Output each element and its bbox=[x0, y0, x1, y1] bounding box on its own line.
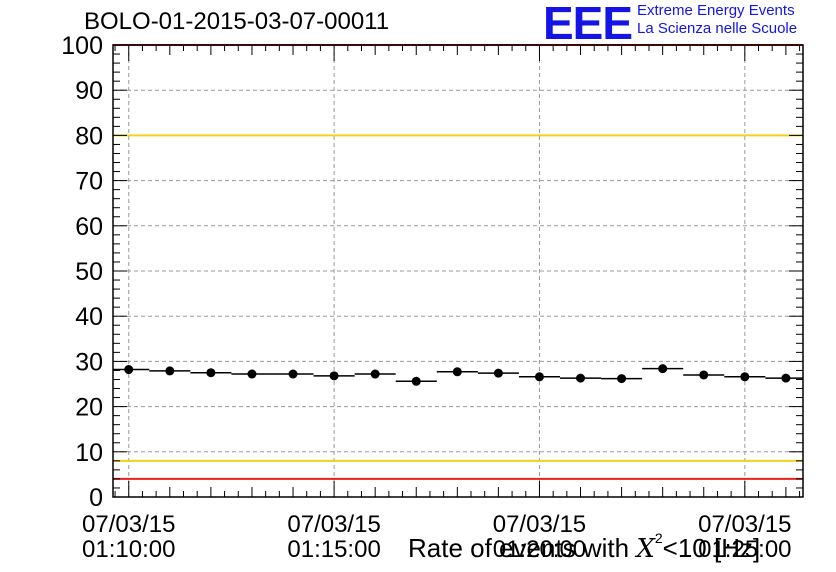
data-point bbox=[493, 368, 503, 378]
data-point bbox=[329, 371, 339, 381]
axis-ticks bbox=[113, 44, 803, 498]
x-axis-title-exponent: 2 bbox=[654, 530, 663, 547]
grid-lines bbox=[113, 45, 803, 497]
y-tick-label: 0 bbox=[89, 484, 103, 512]
y-tick-label: 60 bbox=[75, 213, 103, 241]
data-point bbox=[740, 372, 750, 382]
data-point bbox=[370, 369, 380, 379]
x-tick-label-date: 07/03/15 bbox=[493, 511, 586, 538]
y-tick-label: 40 bbox=[75, 303, 103, 331]
data-point bbox=[576, 373, 586, 383]
data-point bbox=[247, 369, 257, 379]
x-tick-label-date: 07/03/15 bbox=[287, 511, 380, 538]
data-point bbox=[699, 370, 709, 380]
y-tick-label: 90 bbox=[75, 77, 103, 105]
logo-line-2: La Scienza nelle Scuole bbox=[637, 20, 798, 37]
x-axis-title-part-2: <10 [Hz] bbox=[662, 533, 761, 563]
x-tick-label-time: 01:15:00 bbox=[287, 536, 380, 563]
x-tick-label-time: 01:20:00 bbox=[493, 536, 586, 563]
data-series bbox=[113, 364, 803, 386]
data-point bbox=[658, 364, 668, 374]
x-tick-label-time: 01:25:00 bbox=[698, 536, 791, 563]
chart-title: BOLO-01-2015-03-07-00011 bbox=[84, 8, 390, 35]
reference-lines bbox=[113, 44, 803, 480]
data-point bbox=[165, 366, 175, 376]
x-tick-label-date: 07/03/15 bbox=[698, 511, 791, 538]
y-tick-label: 10 bbox=[75, 439, 103, 467]
eee-logo: EEE bbox=[543, 0, 633, 49]
y-tick-label: 30 bbox=[75, 348, 103, 376]
y-tick-label: 20 bbox=[75, 394, 103, 422]
x-axis-title: Rate of events with X2<10 [Hz] bbox=[408, 530, 761, 564]
tick-labels: 010203040506070809010007/03/1501:10:0007… bbox=[61, 32, 791, 563]
x-tick-label-time: 01:10:00 bbox=[82, 536, 175, 563]
data-point bbox=[534, 372, 544, 382]
y-tick-label: 80 bbox=[75, 122, 103, 150]
data-point bbox=[781, 373, 791, 383]
x-axis-title-chi: X bbox=[636, 534, 655, 564]
data-point bbox=[206, 368, 216, 378]
y-tick-label: 70 bbox=[75, 168, 103, 196]
data-point bbox=[617, 374, 627, 384]
x-axis-title-part-1: Rate of events with bbox=[408, 533, 637, 563]
y-tick-label: 100 bbox=[61, 32, 103, 60]
logo-line-1: Extreme Energy Events bbox=[637, 2, 795, 19]
data-point bbox=[452, 367, 462, 377]
x-tick-label-date: 07/03/15 bbox=[82, 511, 175, 538]
data-point bbox=[124, 365, 134, 375]
data-point bbox=[288, 369, 298, 379]
y-tick-label: 50 bbox=[75, 258, 103, 286]
data-point bbox=[411, 376, 421, 386]
